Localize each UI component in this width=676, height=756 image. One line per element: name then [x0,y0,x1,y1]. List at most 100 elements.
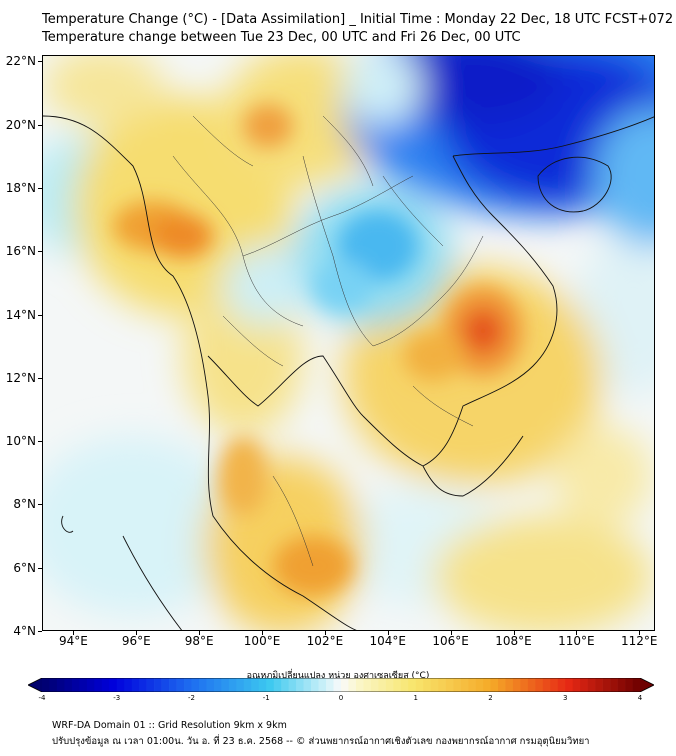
colorbar-bin [587,678,596,692]
colorbar-bin [318,678,327,692]
lon-tick [387,631,389,635]
colorbar [28,678,654,692]
colorbar-title: อุณหภูมิเปลี่ยนแปลง หน่วย องศาเซลเซียส (… [246,671,430,681]
temperature-field [43,56,654,630]
lon-label: 108°E [495,634,532,648]
colorbar-bin [221,678,230,692]
lat-tick [38,377,42,379]
lat-label: 20°N [5,117,36,132]
colorbar-bin [438,678,446,692]
footer-model-info: WRF-DA Domain 01 :: Grid Resolution 9km … [52,720,287,731]
lat-tick [38,124,42,126]
colorbar-bin [497,678,506,692]
colorbar-tick-label: 4 [637,694,643,702]
colorbar-bin [191,678,200,692]
colorbar-bin [408,678,417,692]
colorbar-bin [378,678,387,692]
colorbar-bin [236,678,245,692]
lat-label: 10°N [5,434,36,449]
province-borders [172,115,484,567]
lat-label: 16°N [5,244,36,259]
colorbar-bin [206,678,215,692]
colorbar-bin [131,678,140,692]
colorbar-bin [393,678,402,692]
lon-label: 102°E [306,634,344,648]
lat-label: 6°N [13,560,36,575]
footer-credit: ปรับปรุงข้อมูล ณ เวลา 01:00น. วัน อ. ที่… [52,736,590,747]
lat-tick [38,61,42,63]
colorbar-bin [460,678,469,692]
colorbar-bin [176,678,185,692]
lon-label: 112°E [621,634,658,648]
colorbar-bin [124,678,132,692]
colorbar-extend-high [640,678,654,692]
colorbar-bin [557,678,566,692]
colorbar-tick-label: 2 [488,694,493,702]
colorbar-bin [109,678,118,692]
colorbar-bin [169,678,177,692]
coastlines [43,115,654,630]
colorbar-tick-label: 3 [563,694,568,702]
colorbar-bin [154,678,162,692]
colorbar-bin [198,678,207,692]
colorbar-bin [288,678,297,692]
colorbar-bin [86,678,95,692]
lat-label: 14°N [5,307,36,322]
colorbar-bin [184,678,192,692]
colorbar-bin [296,678,304,692]
lat-tick [38,187,42,189]
lat-label: 8°N [13,497,36,512]
colorbar-bin [49,678,58,692]
lon-label: 106°E [432,634,469,648]
colorbar-extend-low [28,678,42,692]
colorbar-bin [505,678,514,692]
lon-label: 104°E [369,634,407,648]
colorbar-bin [468,678,476,692]
colorbar-tick-label: -2 [188,694,195,702]
colorbar-bin [580,678,588,692]
lon-tick [450,631,452,635]
colorbar-bin [348,678,357,692]
colorbar-bin [632,678,641,692]
colorbar-bin [146,678,155,692]
temperature-map [42,55,655,631]
colorbar-bin [445,678,454,692]
colorbar-bin [341,678,349,692]
colorbar-bin [228,678,237,692]
colorbar-bin [370,678,379,692]
colorbar-bin [542,678,551,692]
colorbar-bin [213,678,222,692]
lon-tick [513,631,515,635]
lon-tick [576,631,578,635]
colorbar-bin [453,678,461,692]
colorbar-bin [625,678,633,692]
colorbar-bin [355,678,364,692]
colorbar-bin [251,678,260,692]
colorbar-bin [139,678,147,692]
colorbar-bin [527,678,536,692]
colorbar-bin [363,678,372,692]
lat-tick [38,441,42,443]
colorbar-bin [161,678,170,692]
colorbar-bin [385,678,394,692]
lat-tick [38,251,42,253]
lat-tick [38,631,42,632]
colorbar-bin [415,678,424,692]
colorbar-bin [610,678,618,692]
colorbar-tick-label: -3 [113,694,121,702]
lon-tick [199,631,201,635]
colorbar-bin [266,678,275,692]
colorbar-bin [535,678,544,692]
lon-tick [324,631,326,635]
colorbar-bin [243,678,252,692]
lon-tick [639,631,641,635]
lat-label: 4°N [13,624,36,638]
colorbar-bin [550,678,559,692]
colorbar-bin [311,678,319,692]
lat-tick [38,504,42,506]
colorbar-tick-label: 1 [413,694,418,702]
colorbar-tick-label: -4 [38,694,46,702]
lat-tick [38,314,42,316]
lat-tick [38,567,42,569]
colorbar-bin [303,678,312,692]
